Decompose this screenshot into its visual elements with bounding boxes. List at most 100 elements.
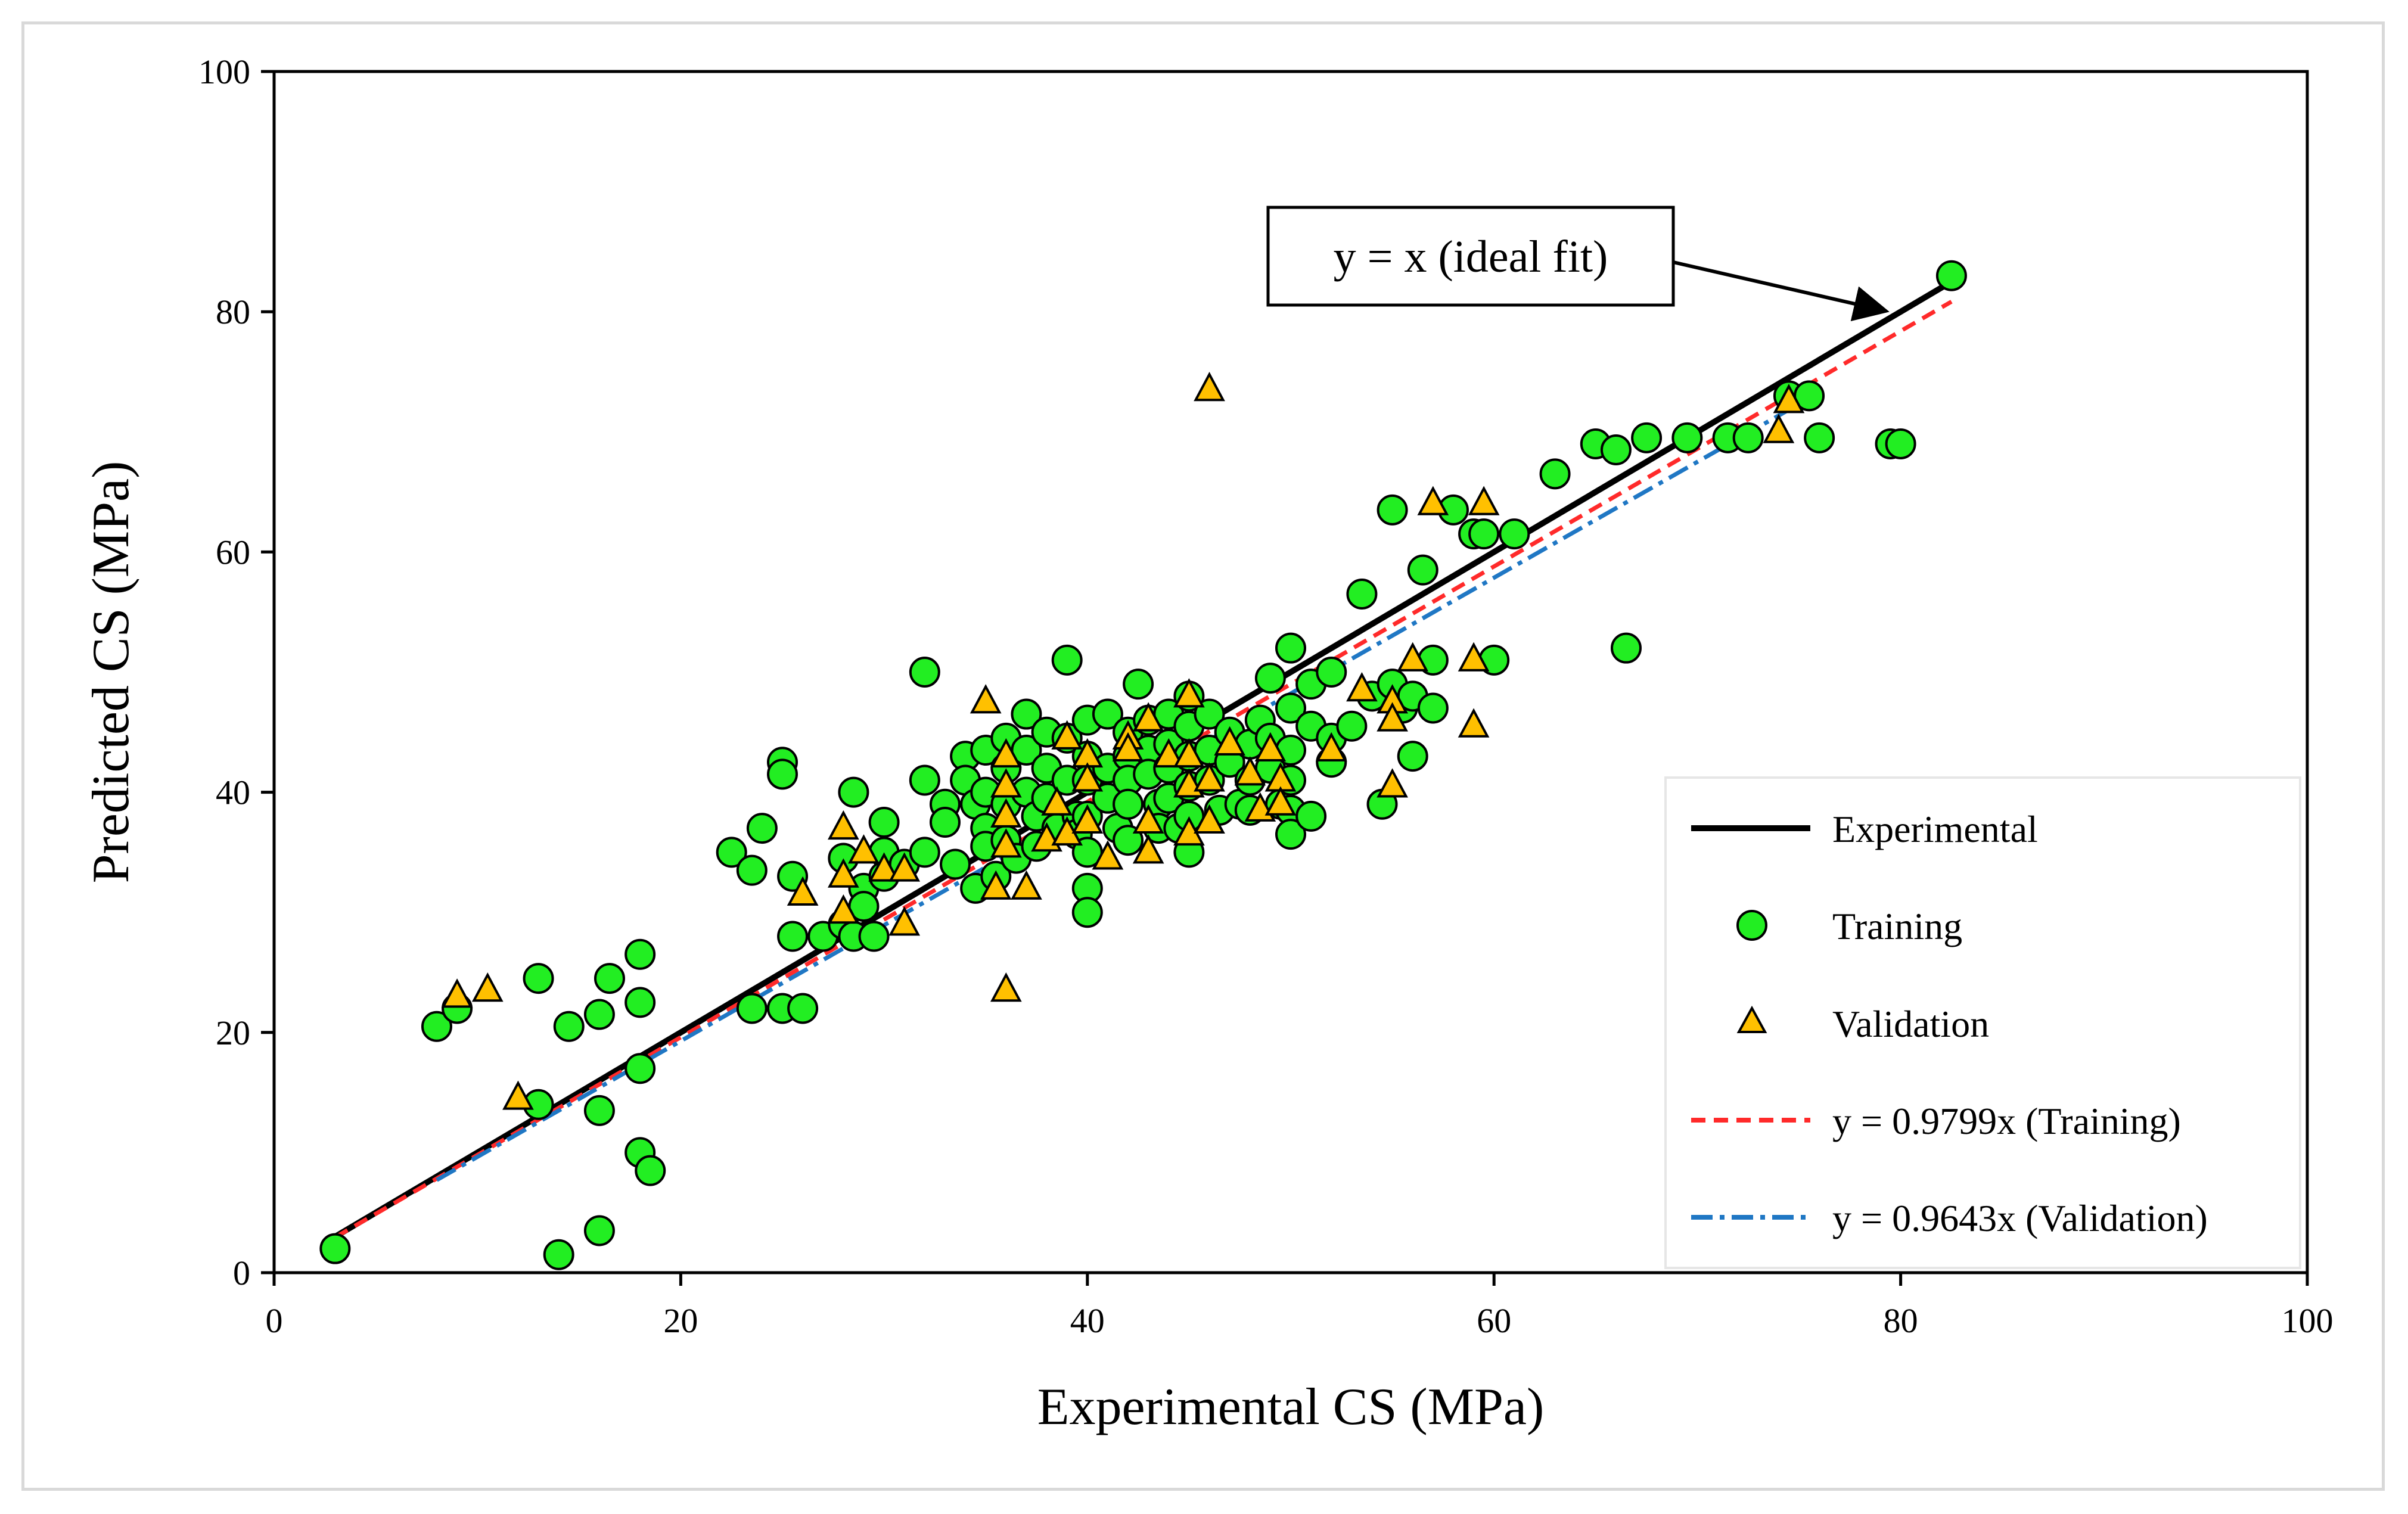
training-point: [583, 1215, 615, 1246]
training-point: [1092, 698, 1123, 730]
training-point: [1275, 692, 1306, 724]
training-point: [1732, 422, 1764, 453]
validation-point: [1194, 804, 1225, 834]
training-point: [319, 1233, 351, 1264]
x-tick-label: 20: [663, 1301, 698, 1340]
training-point: [1336, 710, 1368, 742]
validation-point: [1264, 786, 1297, 816]
y-axis: 0 20 40 60 80 100: [198, 52, 274, 1292]
validation-point: [1194, 371, 1225, 402]
training-point: [1275, 819, 1306, 850]
legend-box: [1664, 776, 2301, 1269]
ideal-fit-annotation: y = x (ideal fit): [1266, 206, 1890, 322]
validation-point: [1773, 384, 1805, 414]
training-point: [543, 1239, 574, 1270]
validation-point: [471, 972, 504, 1002]
validation-point: [1051, 720, 1083, 750]
validation-point: [1377, 768, 1408, 798]
validation-point: [868, 852, 900, 882]
training-point: [1407, 554, 1438, 586]
training-point: [1254, 663, 1286, 694]
training-point: [1885, 428, 1916, 459]
x-tick-label: 80: [1884, 1301, 1918, 1340]
plot-area: [272, 70, 2309, 1274]
validation-point: [441, 978, 473, 1008]
training-point: [868, 807, 900, 838]
x-tick-label: 40: [1070, 1301, 1105, 1340]
y-axis-title: Predicted CS (MPa): [82, 461, 140, 884]
training-point: [909, 837, 940, 868]
y-tick-label: 100: [198, 52, 250, 91]
training-point: [777, 921, 809, 952]
x-tick-label: 100: [2282, 1301, 2334, 1340]
validation-point: [1458, 642, 1490, 671]
training-point: [1113, 788, 1144, 820]
training-point: [716, 837, 747, 868]
y-tick-label: 20: [216, 1014, 250, 1052]
training-point: [1071, 897, 1103, 928]
training-point: [736, 854, 768, 886]
training-point: [583, 1095, 615, 1126]
training-point: [1123, 669, 1154, 700]
training-point: [1397, 741, 1428, 772]
validation-point: [787, 876, 819, 906]
validation-point: [1112, 732, 1144, 762]
y-tick-label: 60: [216, 533, 250, 571]
validation-point: [1092, 840, 1124, 870]
x-tick-label: 60: [1477, 1301, 1511, 1340]
validation-point: [1132, 702, 1164, 732]
validation-point: [828, 894, 859, 924]
training-point: [929, 807, 961, 838]
x-tick-label: 0: [266, 1301, 283, 1340]
annotation-text: y = x (ideal fit): [1334, 232, 1608, 282]
validation-point: [1173, 678, 1205, 708]
validation-point: [1011, 870, 1042, 900]
validation-point: [990, 768, 1022, 798]
validation-point: [980, 870, 1012, 900]
training-point: [1468, 518, 1500, 550]
training-point: [1600, 434, 1632, 466]
training-point: [838, 776, 869, 808]
training-point: [1051, 644, 1083, 676]
legend-training-label: Training: [1832, 905, 1962, 947]
training-point: [624, 1053, 656, 1084]
y-tick-label: 40: [216, 773, 250, 812]
x-axis: 0 20 40 60 80 100: [266, 1273, 2334, 1340]
training-point: [635, 1155, 666, 1186]
validation-point: [1173, 738, 1205, 768]
training-point: [1631, 422, 1663, 453]
training-point: [624, 938, 656, 970]
training-point: [736, 993, 768, 1024]
y-tick-label: 80: [216, 293, 250, 331]
annotation-box: [1266, 206, 1675, 307]
validation-point: [1417, 486, 1449, 515]
training-point: [909, 764, 940, 796]
training-point: [1316, 657, 1347, 688]
training-point: [1275, 632, 1306, 664]
validation-point: [1132, 804, 1164, 834]
validation-point: [848, 834, 880, 864]
training-point: [1417, 692, 1449, 724]
x-axis-title: Experimental CS (MPa): [1037, 1378, 1545, 1436]
validation-point: [888, 852, 921, 882]
validation-point: [970, 684, 1002, 714]
training-point: [1671, 422, 1703, 453]
validation-point: [1152, 738, 1185, 768]
validation-point: [1458, 708, 1490, 738]
training-point: [583, 999, 615, 1030]
legend-experimental-label: Experimental: [1832, 808, 2038, 850]
validation-point: [1132, 834, 1164, 864]
training-point: [940, 848, 971, 880]
legend-validation-marker: [1736, 1005, 1767, 1033]
validation-point: [1397, 642, 1429, 671]
validation-point: [990, 798, 1022, 828]
legend-training-marker: [1736, 910, 1767, 941]
validation-point: [1234, 756, 1266, 786]
training-point: [624, 987, 656, 1018]
validation-point: [828, 810, 859, 840]
validation-point: [828, 858, 859, 888]
data-points: [319, 260, 1967, 1270]
legend: Experimental Training Validation y = 0.9…: [1664, 776, 2301, 1269]
validation-point: [1214, 726, 1245, 756]
training-point: [1610, 632, 1642, 664]
